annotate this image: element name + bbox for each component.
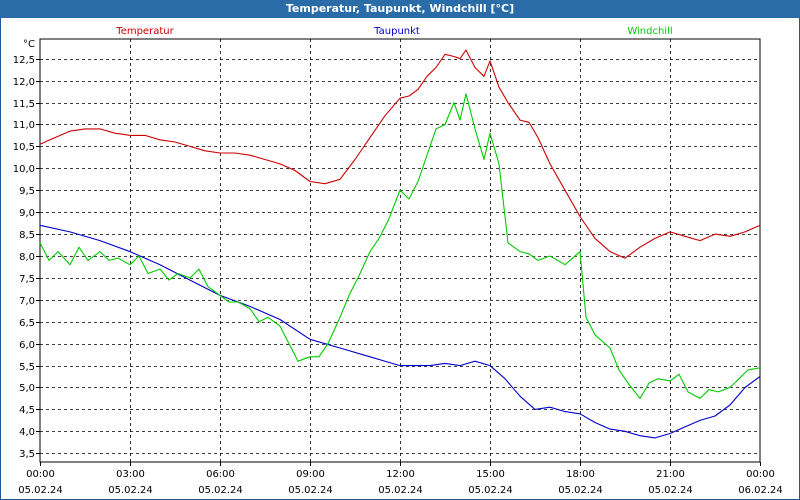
grid-lines <box>40 39 760 462</box>
x-tick-date-label: 05.02.24 <box>558 485 603 496</box>
y-tick-label: 10,0 <box>13 164 35 175</box>
x-tick-time-label: 00:00 <box>26 469 55 480</box>
tick-labels: 3,5 4,0 4,5 5,0 5,5 6,0 6,5 7,0 7,5 8,0 8,5 9,0 9,5 1… <box>13 26 783 496</box>
x-tick-time-label: 03:00 <box>116 469 145 480</box>
y-tick-label: 9,5 <box>19 186 35 197</box>
y-tick-label: 10,5 <box>13 142 35 153</box>
series-lines <box>39 49 761 439</box>
y-axis-unit-label: °C <box>23 39 35 50</box>
y-tick-label: 7,5 <box>19 274 35 285</box>
legend-taupunkt: Taupunkt <box>373 26 420 37</box>
plot-border <box>39 38 761 463</box>
y-tick-label: 4,5 <box>19 405 35 416</box>
chart-title: Temperatur, Taupunkt, Windchill [°C] <box>0 0 800 18</box>
y-tick-label: 8,0 <box>19 252 35 263</box>
x-tick-time-label: 06:00 <box>206 469 235 480</box>
y-tick-label: 7,0 <box>19 296 35 307</box>
x-tick-time-label: 12:00 <box>386 469 415 480</box>
x-tick-date-label: 05.02.24 <box>108 485 153 496</box>
x-tick-time-label: 21:00 <box>656 469 685 480</box>
y-tick-label: 5,0 <box>19 383 35 394</box>
y-tick-label: 8,5 <box>19 230 35 241</box>
series-line-windchill <box>39 93 761 399</box>
y-tick-label: 9,0 <box>19 208 35 219</box>
x-tick-time-label: 00:00 <box>746 469 775 480</box>
x-tick-date-label: 05.02.24 <box>18 485 63 496</box>
y-tick-label: 12,5 <box>13 55 35 66</box>
y-tick-label: 3,5 <box>19 449 35 460</box>
axes <box>36 38 761 466</box>
x-tick-time-label: 09:00 <box>296 469 325 480</box>
y-tick-label: 11,0 <box>13 120 35 131</box>
legend-temperatur: Temperatur <box>115 26 174 37</box>
y-tick-label: 4,0 <box>19 427 35 438</box>
x-tick-time-label: 18:00 <box>566 469 595 480</box>
x-tick-date-label: 05.02.24 <box>198 485 243 496</box>
y-tick-label: 12,0 <box>13 77 35 88</box>
series-line-temperatur <box>39 49 761 259</box>
x-tick-date-label: 05.02.24 <box>468 485 513 496</box>
legend-windchill: Windchill <box>627 26 672 37</box>
x-tick-time-label: 15:00 <box>476 469 505 480</box>
y-tick-label: 6,5 <box>19 318 35 329</box>
x-tick-date-label: 05.02.24 <box>648 485 693 496</box>
y-tick-label: 11,5 <box>13 99 35 110</box>
x-tick-date-label: 05.02.24 <box>288 485 333 496</box>
x-tick-date-label: 06.02.24 <box>738 485 783 496</box>
series-line-taupunkt <box>39 224 761 439</box>
x-tick-date-label: 05.02.24 <box>378 485 423 496</box>
y-tick-label: 6,0 <box>19 340 35 351</box>
y-tick-label: 5,5 <box>19 362 35 373</box>
